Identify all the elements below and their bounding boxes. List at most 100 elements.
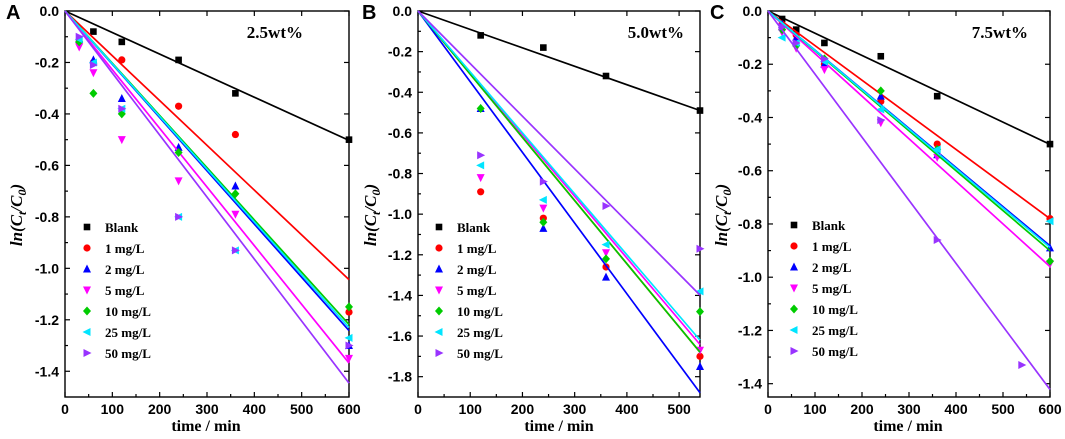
legend-label: 25 mg/L	[457, 325, 503, 340]
data-point-blank	[477, 32, 484, 39]
fit-line-blank	[767, 10, 1051, 146]
x-tick-label: 200	[850, 401, 874, 417]
panel-b-plot-frame	[417, 10, 701, 398]
y-tick-label: -0.2	[388, 44, 412, 60]
panel-c-annotation: 7.5wt%	[972, 23, 1028, 42]
data-point-50-mg-l	[602, 202, 611, 211]
data-point-blank	[540, 44, 547, 51]
legend-marker	[790, 221, 798, 229]
data-point-50-mg-l	[175, 212, 184, 221]
legend-marker	[435, 306, 443, 316]
data-point-10-mg-l	[1046, 256, 1054, 266]
legend-label: 25 mg/L	[105, 325, 151, 340]
panel-a-annotation: 2.5wt%	[247, 23, 303, 42]
data-point-blank	[602, 72, 610, 80]
legend-marker	[435, 223, 443, 231]
legend-marker	[789, 326, 798, 334]
data-point-5-mg-l	[75, 43, 84, 52]
x-tick-label: 300	[195, 401, 219, 417]
data-point-50-mg-l	[477, 151, 486, 160]
data-point-10-mg-l	[696, 307, 704, 317]
legend-label: 25 mg/L	[812, 323, 858, 338]
x-tick-label: 600	[337, 401, 361, 417]
fit-line-25-mg-l	[417, 10, 701, 341]
fit-line-1-mg-l	[64, 10, 350, 281]
data-point-blank	[118, 38, 126, 46]
legend-marker	[435, 349, 444, 357]
legend-marker	[83, 349, 92, 357]
legend-label: 5 mg/L	[812, 281, 852, 296]
x-tick-label: 500	[290, 401, 314, 417]
y-tick-label: 0.0	[743, 3, 763, 19]
legend-marker	[790, 347, 799, 355]
y-tick-label: -1.6	[388, 328, 412, 344]
x-tick-label: 400	[615, 401, 639, 417]
legend-label: 1 mg/L	[457, 241, 497, 256]
data-point-blank	[778, 15, 786, 23]
y-tick-label: -1.0	[738, 269, 762, 285]
panel-b-xlabel: time / min	[524, 418, 593, 435]
data-point-50-mg-l	[345, 341, 354, 350]
data-point-25-mg-l	[344, 333, 353, 342]
data-point-50-mg-l	[231, 246, 240, 255]
legend-label: 10 mg/L	[812, 302, 858, 317]
data-point-25-mg-l	[932, 145, 941, 154]
legend-label: 2 mg/L	[812, 260, 852, 275]
y-tick-label: -1.0	[35, 260, 59, 276]
data-point-50-mg-l	[75, 32, 84, 41]
y-tick-label: -1.4	[388, 287, 412, 303]
legend-label: 50 mg/L	[812, 344, 858, 359]
fit-line-5-mg-l	[64, 10, 350, 364]
data-point-10-mg-l	[174, 148, 183, 158]
legend-label: Blank	[457, 220, 491, 235]
y-tick-label: -1.2	[35, 312, 59, 328]
x-tick-label: 500	[667, 401, 691, 417]
x-tick-label: 0	[764, 401, 772, 417]
fit-line-50-mg-l	[64, 10, 350, 384]
panel-a-ylabel: ln(Ct/C0)	[7, 184, 29, 246]
y-tick-label: -0.6	[388, 125, 412, 141]
legend-label: 5 mg/L	[105, 283, 145, 298]
legend-marker	[83, 223, 91, 231]
legend-label: 1 mg/L	[105, 241, 145, 256]
data-point-50-mg-l	[539, 177, 548, 186]
legend-marker	[82, 328, 91, 336]
panel-c-ylabel: ln(Ct/C0)	[712, 184, 734, 246]
fit-line-50-mg-l	[767, 10, 1051, 391]
fit-line-10-mg-l	[417, 10, 701, 353]
data-point-50-mg-l	[778, 22, 787, 31]
x-tick-label: 0	[61, 401, 69, 417]
data-point-50-mg-l	[877, 116, 886, 125]
x-tick-label: 400	[944, 401, 968, 417]
y-tick-label: -1.8	[388, 369, 412, 385]
data-point-50-mg-l	[118, 104, 127, 113]
data-point-5-mg-l	[539, 204, 548, 213]
data-point-blank	[792, 26, 800, 33]
y-tick-label: -1.4	[35, 363, 59, 379]
x-tick-label: 100	[101, 401, 125, 417]
legend-label: Blank	[105, 220, 139, 235]
legend-marker	[83, 286, 91, 295]
fit-line-1-mg-l	[767, 10, 1051, 220]
legend-marker	[790, 284, 798, 293]
panel-b-letter: B	[362, 2, 376, 24]
fit-line-25-mg-l	[64, 10, 350, 329]
data-point-blank	[933, 92, 941, 100]
legend-marker	[790, 262, 798, 271]
x-tick-label: 0	[414, 401, 422, 417]
data-point-25-mg-l	[476, 161, 485, 170]
data-point-25-mg-l	[1045, 217, 1054, 226]
data-point-10-mg-l	[345, 302, 353, 312]
data-point-1-mg-l	[118, 56, 126, 64]
data-point-1-mg-l	[231, 130, 239, 139]
data-point-2-mg-l	[231, 181, 240, 190]
data-point-25-mg-l	[538, 195, 547, 204]
legend-label: 2 mg/L	[457, 262, 497, 277]
y-tick-label: -0.8	[35, 209, 59, 225]
panel-a: A ln(Ct/C0) time / min 2.5wt% 0 100 200 300…	[6, 2, 361, 435]
data-point-blank	[175, 56, 182, 64]
legend-label: 5 mg/L	[457, 283, 497, 298]
legend-marker	[83, 244, 91, 252]
legend-marker	[83, 264, 91, 273]
legend-marker	[435, 244, 443, 252]
